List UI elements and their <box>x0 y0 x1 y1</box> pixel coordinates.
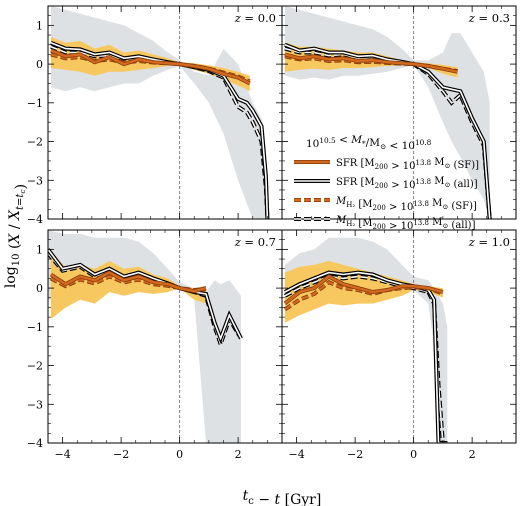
panel-2: z = 0.3 <box>281 5 517 220</box>
y-tick-label: 0 <box>36 282 43 295</box>
x-tick-label: −2 <box>113 448 129 461</box>
all-band <box>50 6 268 219</box>
redshift-label: z = 0.3 <box>468 11 510 25</box>
panel-1: 1 0 −1 −2 −3 −4 z = 0.0 <box>27 5 283 226</box>
redshift-label: z = 1.0 <box>468 235 510 249</box>
x-tick-label: −4 <box>289 448 305 461</box>
y-tick-label: 0 <box>36 58 43 71</box>
x-tick-label: 0 <box>410 448 417 461</box>
x-tick-label: 2 <box>469 448 476 461</box>
sfr-sf-core <box>284 53 458 73</box>
y-axis-label: log10 (X / Xt=tc) <box>3 184 29 288</box>
legend-label-sfr-sf: SFR [M200 > 1013.8 M⊙ (SF)] <box>336 157 479 172</box>
legend-title: 1010.5 < M*/M⊙ < 1010.8 <box>306 134 432 152</box>
legend-label-mh2-all: MH₂ [M200 > 1013.8 M⊙ (all)] <box>335 215 476 232</box>
y-tick-label: 1 <box>36 243 43 256</box>
x-tick-label: 0 <box>176 448 183 461</box>
all-band <box>48 230 241 443</box>
panel-3: 1 0 −1 −2 −3 −4 −4 −2 0 2 z = 0.7 <box>27 229 283 461</box>
sfr-sf-core <box>50 271 207 293</box>
x-axis-label: tc − t [Gyr] <box>243 488 322 506</box>
y-tick-label: −2 <box>27 136 43 149</box>
sfr-sf-core <box>284 275 444 305</box>
sfr-all-core <box>48 248 242 341</box>
redshift-label: z = 0.0 <box>234 11 276 25</box>
y-tick-label: −3 <box>27 398 43 411</box>
y-tick-label: −2 <box>27 360 43 373</box>
panel-4: −4 −2 0 2 z = 1.0 <box>281 229 517 461</box>
plot-area <box>48 230 243 443</box>
sfr-sf-core <box>50 49 251 85</box>
plot-area <box>284 6 492 219</box>
legend: 1010.5 < M*/M⊙ < 1010.8 SFR [M200 > 1013.… <box>294 134 479 232</box>
y-tick-label: −4 <box>27 213 43 226</box>
y-tick-label: 1 <box>36 19 43 32</box>
x-tick-label: 2 <box>235 448 242 461</box>
y-tick-label: −1 <box>27 97 43 110</box>
legend-label-mh2-sf: MH₂ [M200 > 1013.8 M⊙ (SF)] <box>335 196 477 213</box>
x-tick-label: −4 <box>55 448 71 461</box>
y-tick-label: −3 <box>27 174 43 187</box>
plot-area <box>283 230 448 443</box>
y-tick-label: −1 <box>27 321 43 334</box>
redshift-label: z = 0.7 <box>234 235 276 249</box>
plot-area <box>50 6 270 219</box>
sfr-all-core <box>284 271 448 443</box>
x-tick-label: −2 <box>347 448 363 461</box>
y-tick-label: −4 <box>27 437 43 450</box>
legend-label-sfr-all: SFR [M200 > 1013.8 M⊙ (all)] <box>336 176 478 191</box>
